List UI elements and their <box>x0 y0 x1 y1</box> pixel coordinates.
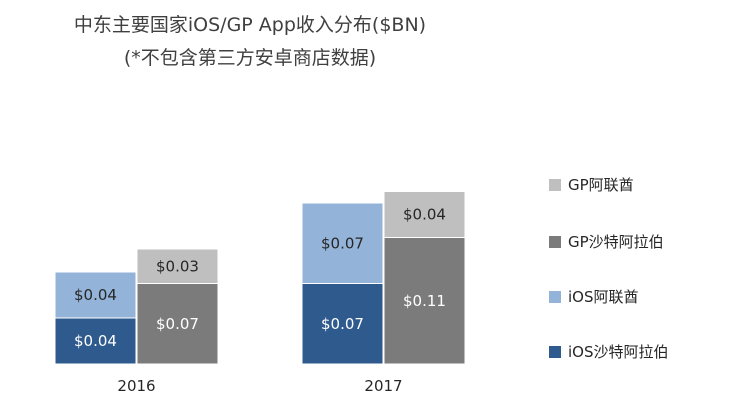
data-label-2016-1: $0.04 <box>74 286 117 304</box>
data-label-2017-0: $0.07 <box>321 315 364 333</box>
data-label-2017-3: $0.04 <box>403 206 446 224</box>
category-label-2016: 2016 <box>117 377 155 395</box>
bar-segment-2017-1 <box>301 202 384 284</box>
chart-subtitle: (*不包含第三方安卓商店数据) <box>123 47 377 69</box>
bar-segment-2017-3 <box>383 191 466 238</box>
chart-title: 中东主要国家iOS/GP App收入分布($BN) <box>73 14 427 36</box>
bar-segment-2016-3 <box>136 248 219 284</box>
legend-swatch-0 <box>549 179 561 191</box>
legend-entry-1: GP沙特阿拉伯 <box>568 233 664 251</box>
legend-swatch-2 <box>549 291 561 303</box>
legend-swatch-1 <box>549 236 561 248</box>
bar-segment-2016-2 <box>136 283 219 365</box>
data-label-2016-0: $0.04 <box>74 332 117 350</box>
bar-segment-2017-2 <box>383 237 466 365</box>
legend-entry-2: iOS阿联酋 <box>568 288 639 306</box>
data-label-2016-3: $0.03 <box>156 257 199 275</box>
data-label-2017-1: $0.07 <box>321 234 364 252</box>
data-label-2017-2: $0.11 <box>403 292 446 310</box>
data-label-2016-2: $0.07 <box>156 315 199 333</box>
bar-segment-2016-0 <box>54 317 137 365</box>
legend-entry-3: iOS沙特阿拉伯 <box>568 343 669 361</box>
category-label-2017: 2017 <box>364 377 402 395</box>
legend-swatch-3 <box>549 346 561 358</box>
bar-segment-2016-1 <box>54 271 137 319</box>
legend-entry-0: GP阿联酋 <box>568 176 634 194</box>
